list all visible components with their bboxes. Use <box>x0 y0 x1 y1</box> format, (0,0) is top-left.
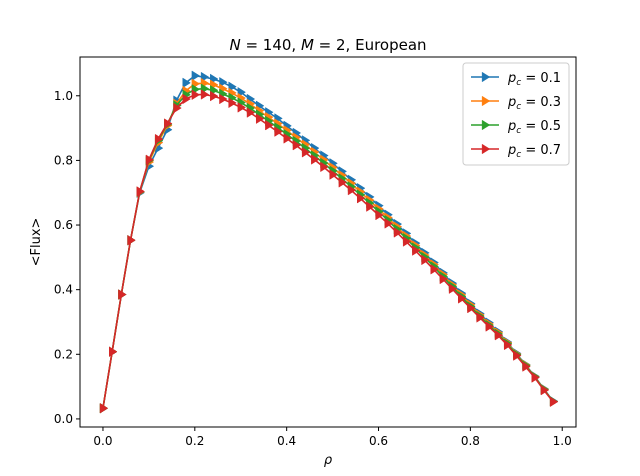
data-point <box>393 227 403 238</box>
chart-title: N = 140, M = 2, European <box>229 36 426 54</box>
data-point <box>99 403 109 414</box>
y-axis: 0.0 0.2 0.4 0.6 0.8 1.0 <box>54 89 80 426</box>
legend-label: pc = 0.7 <box>507 143 561 160</box>
data-point <box>503 339 513 351</box>
data-point <box>301 147 311 158</box>
data-point <box>283 133 292 144</box>
data-point <box>476 312 485 323</box>
data-point <box>154 133 164 145</box>
legend-item: pc = 0.3 <box>471 95 561 112</box>
data-point <box>467 302 476 314</box>
y-tick-label: 0.8 <box>54 153 73 167</box>
x-tick-label: 0.8 <box>461 434 480 448</box>
data-point <box>549 396 559 408</box>
data-point <box>357 192 366 204</box>
series-4 <box>99 89 559 414</box>
x-axis: 0.0 0.2 0.4 0.6 0.8 1.0 <box>93 427 572 448</box>
data-point <box>384 218 393 229</box>
y-axis-label: <Flux> <box>29 218 44 267</box>
data-point <box>522 361 531 372</box>
data-point <box>540 384 550 396</box>
data-point <box>255 113 265 124</box>
legend-box <box>462 62 570 166</box>
x-tick-label: 0.2 <box>185 434 204 448</box>
legend-label: pc = 0.3 <box>507 95 561 112</box>
data-point <box>513 350 522 361</box>
data-point <box>458 293 467 304</box>
x-tick-label: 0.6 <box>369 434 388 448</box>
legend-item: pc = 0.1 <box>471 71 561 88</box>
data-point <box>191 89 201 101</box>
legend-marker <box>481 71 491 83</box>
data-point <box>182 93 191 105</box>
data-point <box>173 102 182 114</box>
data-point <box>338 177 348 188</box>
data-point <box>439 273 449 285</box>
data-point <box>210 90 219 102</box>
data-point <box>246 107 256 118</box>
data-point <box>200 89 210 100</box>
data-point <box>531 372 540 383</box>
data-point <box>347 184 357 196</box>
x-tick-label: 0.4 <box>277 434 296 448</box>
data-point <box>311 154 320 165</box>
legend-item: pc = 0.7 <box>471 143 561 160</box>
data-point <box>375 209 384 221</box>
data-point <box>494 329 504 341</box>
data-point <box>136 186 145 197</box>
data-point <box>412 245 421 256</box>
data-point <box>237 102 247 113</box>
plot-area <box>99 70 559 414</box>
x-tick-label: 0.0 <box>93 434 112 448</box>
data-point <box>274 126 283 137</box>
data-point <box>228 97 237 109</box>
legend: pc = 0.1 pc = 0.3 pc = 0.5 pc = 0.7 <box>462 62 570 166</box>
data-point <box>265 119 274 131</box>
data-point <box>320 161 329 173</box>
data-point <box>164 118 173 129</box>
data-point <box>421 254 430 266</box>
data-point <box>145 154 155 166</box>
y-tick-label: 1.0 <box>54 89 73 103</box>
data-point <box>485 321 495 332</box>
plot-frame <box>79 56 577 428</box>
data-point <box>448 283 458 294</box>
x-tick-label: 1.0 <box>553 434 572 448</box>
data-point <box>191 70 201 81</box>
y-tick-label: 0.2 <box>54 347 73 361</box>
data-point <box>329 169 338 180</box>
data-point <box>109 346 118 357</box>
data-point <box>182 77 191 89</box>
y-tick-label: 0.4 <box>54 283 73 297</box>
data-point <box>127 234 136 246</box>
legend-marker <box>481 95 491 107</box>
data-point <box>402 236 412 247</box>
data-point <box>118 289 127 300</box>
y-tick-label: 0.0 <box>54 412 73 426</box>
data-point <box>219 93 228 105</box>
data-point <box>366 201 375 212</box>
legend-label: pc = 0.5 <box>507 119 561 136</box>
legend-label: pc = 0.1 <box>507 71 561 88</box>
data-point <box>292 139 302 151</box>
legend-item: pc = 0.5 <box>471 119 561 136</box>
y-tick-label: 0.6 <box>54 218 73 232</box>
legend-marker <box>481 143 491 155</box>
legend-marker <box>481 119 491 131</box>
x-axis-label: ρ <box>324 453 333 468</box>
data-point <box>430 264 439 275</box>
data-point <box>219 76 228 88</box>
